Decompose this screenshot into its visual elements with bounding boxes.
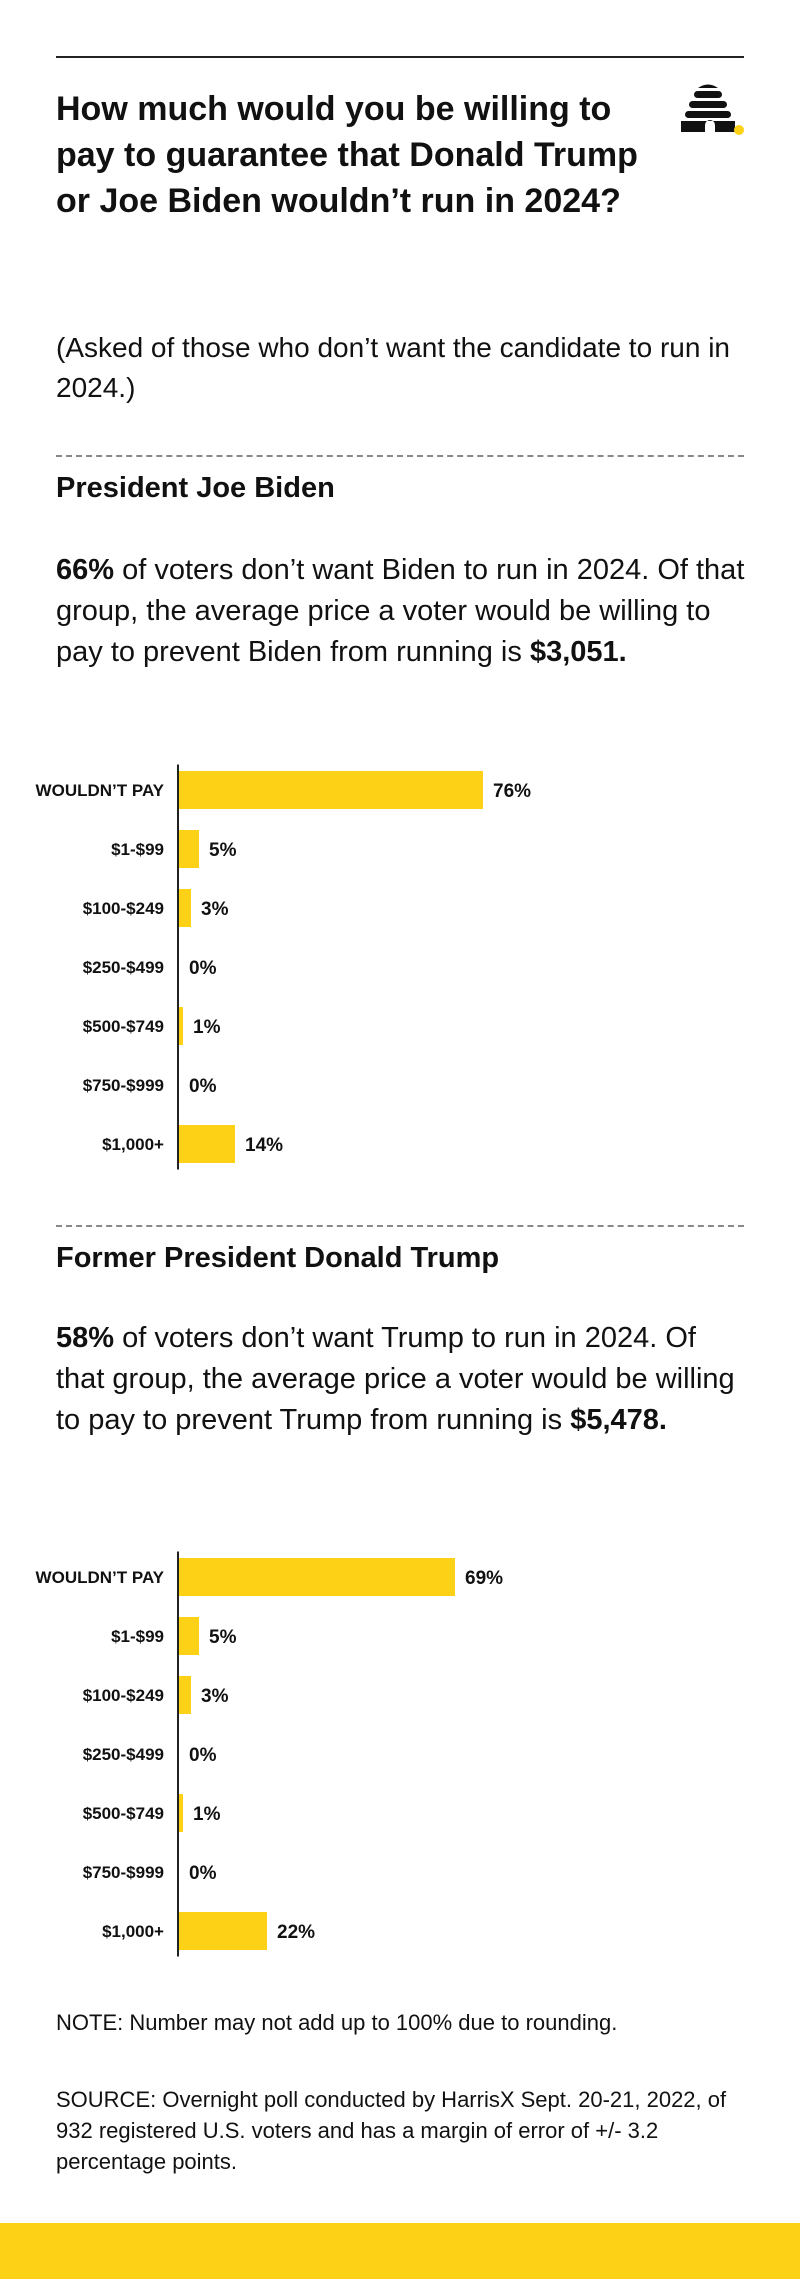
- bar: [179, 1912, 267, 1950]
- bar-chart-svg: WOULDN’T PAY 76% $1-$99 5% $100-$249 3% $250-$…: [36, 764, 531, 1170]
- category-label: $1-$99: [111, 840, 164, 859]
- blurb-pct: 58%: [56, 1322, 115, 1354]
- value-label: 14%: [245, 1135, 283, 1156]
- footer-bar: [0, 2223, 800, 2279]
- bar: [179, 1558, 455, 1596]
- category-label: WOULDN’T PAY: [36, 781, 165, 800]
- value-label: 3%: [201, 899, 229, 920]
- bar: [179, 1125, 235, 1163]
- blurb-price: $5,478.: [570, 1404, 667, 1436]
- section-title-biden: President Joe Biden: [56, 472, 335, 504]
- category-label: $500-$749: [83, 1804, 164, 1823]
- value-label: 22%: [277, 1922, 315, 1943]
- section-title-trump: Former President Donald Trump: [56, 1242, 500, 1274]
- category-label: $100-$249: [83, 1686, 164, 1705]
- bar-chart-svg: WOULDN’T PAY 69% $1-$99 5% $100-$249 3% $250-$…: [36, 1551, 503, 1957]
- blurb-price: $3,051.: [529, 636, 627, 668]
- bar: [179, 1617, 199, 1655]
- category-label: WOULDN’T PAY: [36, 1568, 165, 1587]
- category-label: $250-$499: [83, 958, 164, 977]
- section-divider: [56, 455, 744, 457]
- section-divider: [56, 1225, 744, 1227]
- value-label: 76%: [493, 781, 531, 802]
- bar: [179, 1007, 183, 1045]
- category-label: $750-$999: [83, 1863, 164, 1882]
- category-label: $750-$999: [83, 1076, 164, 1095]
- footnote-note: NOTE: Number may not add up to 100% due …: [56, 2010, 618, 2035]
- category-label: $100-$249: [83, 899, 164, 918]
- category-label: $1,000+: [102, 1922, 164, 1941]
- bar: [179, 830, 199, 868]
- value-label: 1%: [193, 1804, 221, 1825]
- category-label: $250-$499: [83, 1745, 164, 1764]
- bar: [179, 771, 483, 809]
- beehive-icon: [681, 84, 744, 135]
- value-label: 0%: [189, 1076, 217, 1097]
- blurb-text: of voters don’t want Trump to run in 202…: [56, 1322, 735, 1436]
- value-label: 0%: [189, 1863, 217, 1884]
- value-label: 0%: [189, 1745, 217, 1766]
- bar: [179, 1794, 183, 1832]
- bar: [179, 889, 191, 927]
- footnote-source: SOURCE: Overnight poll conducted by Harr…: [56, 2087, 727, 2174]
- value-label: 3%: [201, 1686, 229, 1707]
- blurb-trump: 58% of voters don’t want Trump to run in…: [56, 1318, 746, 1441]
- category-label: $1-$99: [111, 1627, 164, 1646]
- value-label: 0%: [189, 958, 217, 979]
- value-label: 69%: [465, 1568, 503, 1589]
- headline: How much would you be willing to pay to …: [56, 90, 638, 220]
- value-label: 5%: [209, 840, 237, 861]
- category-label: $500-$749: [83, 1017, 164, 1036]
- bar: [179, 1676, 191, 1714]
- blurb-pct: 66%: [56, 554, 115, 586]
- category-label: $1,000+: [102, 1135, 164, 1154]
- top-rule: [56, 56, 744, 58]
- bar-chart-biden: WOULDN’T PAY 76% $1-$99 5% $100-$249 3% $250-$…: [0, 755, 800, 1175]
- value-label: 1%: [193, 1017, 221, 1038]
- blurb-biden: 66% of voters don’t want Biden to run in…: [56, 550, 746, 673]
- bar-chart-trump: WOULDN’T PAY 69% $1-$99 5% $100-$249 3% $250-$…: [0, 1542, 800, 1962]
- value-label: 5%: [209, 1627, 237, 1648]
- blurb-text: of voters don’t want Biden to run in 202…: [56, 554, 745, 668]
- subhead: (Asked of those who don’t want the candi…: [56, 332, 730, 403]
